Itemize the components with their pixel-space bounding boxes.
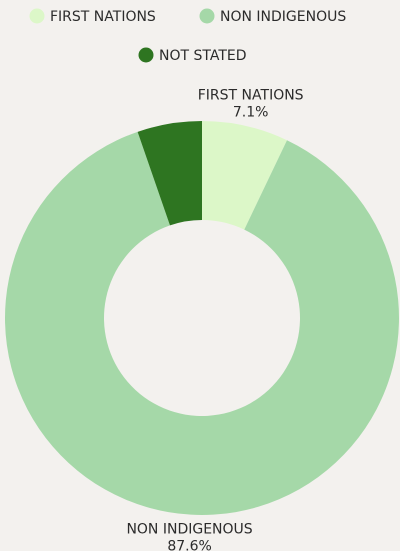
legend-swatch — [138, 47, 154, 63]
legend-swatch — [29, 8, 45, 24]
donut-segment — [137, 121, 202, 226]
legend-label: FIRST NATIONS — [50, 9, 156, 25]
donut-segment — [202, 121, 287, 230]
legend-swatch — [199, 8, 215, 24]
donut-segment — [4, 131, 399, 515]
legend-label: NOT STATED — [159, 48, 247, 64]
segment-name-label: NON INDIGENOUS — [126, 522, 252, 538]
segment-value-label: 87.6% — [167, 539, 211, 551]
segment-name-label: FIRST NATIONS — [198, 87, 304, 103]
segment-value-label: 7.1% — [233, 104, 269, 120]
legend-label: NON INDIGENOUS — [220, 9, 346, 25]
